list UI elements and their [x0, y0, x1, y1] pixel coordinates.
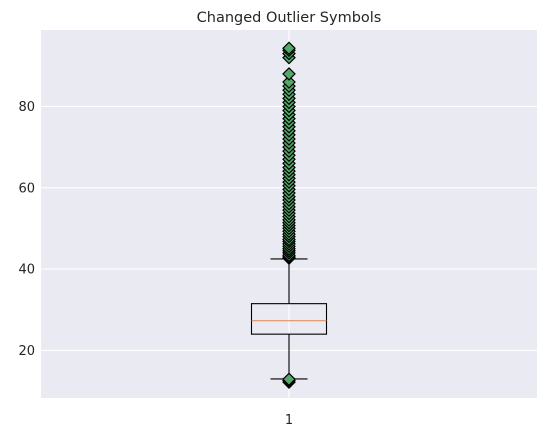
y-tick-label: 40: [18, 263, 35, 278]
box-group: [250, 258, 328, 380]
outlier-points: [282, 41, 296, 389]
outlier-point: [282, 67, 296, 81]
iqr-box: [250, 303, 328, 335]
y-tick-label: 80: [18, 100, 35, 115]
y-tick-labels: 20 40 60 80: [18, 100, 35, 359]
x-tick-labels: 1: [285, 413, 293, 428]
x-tick-label: 1: [285, 413, 293, 428]
y-tick-label: 20: [18, 344, 35, 359]
outlier-point: [282, 75, 296, 89]
chart-title: Changed Outlier Symbols: [197, 10, 382, 26]
outlier-point: [282, 41, 296, 56]
outlier-point: [282, 372, 296, 387]
y-tick-label: 60: [18, 181, 35, 196]
